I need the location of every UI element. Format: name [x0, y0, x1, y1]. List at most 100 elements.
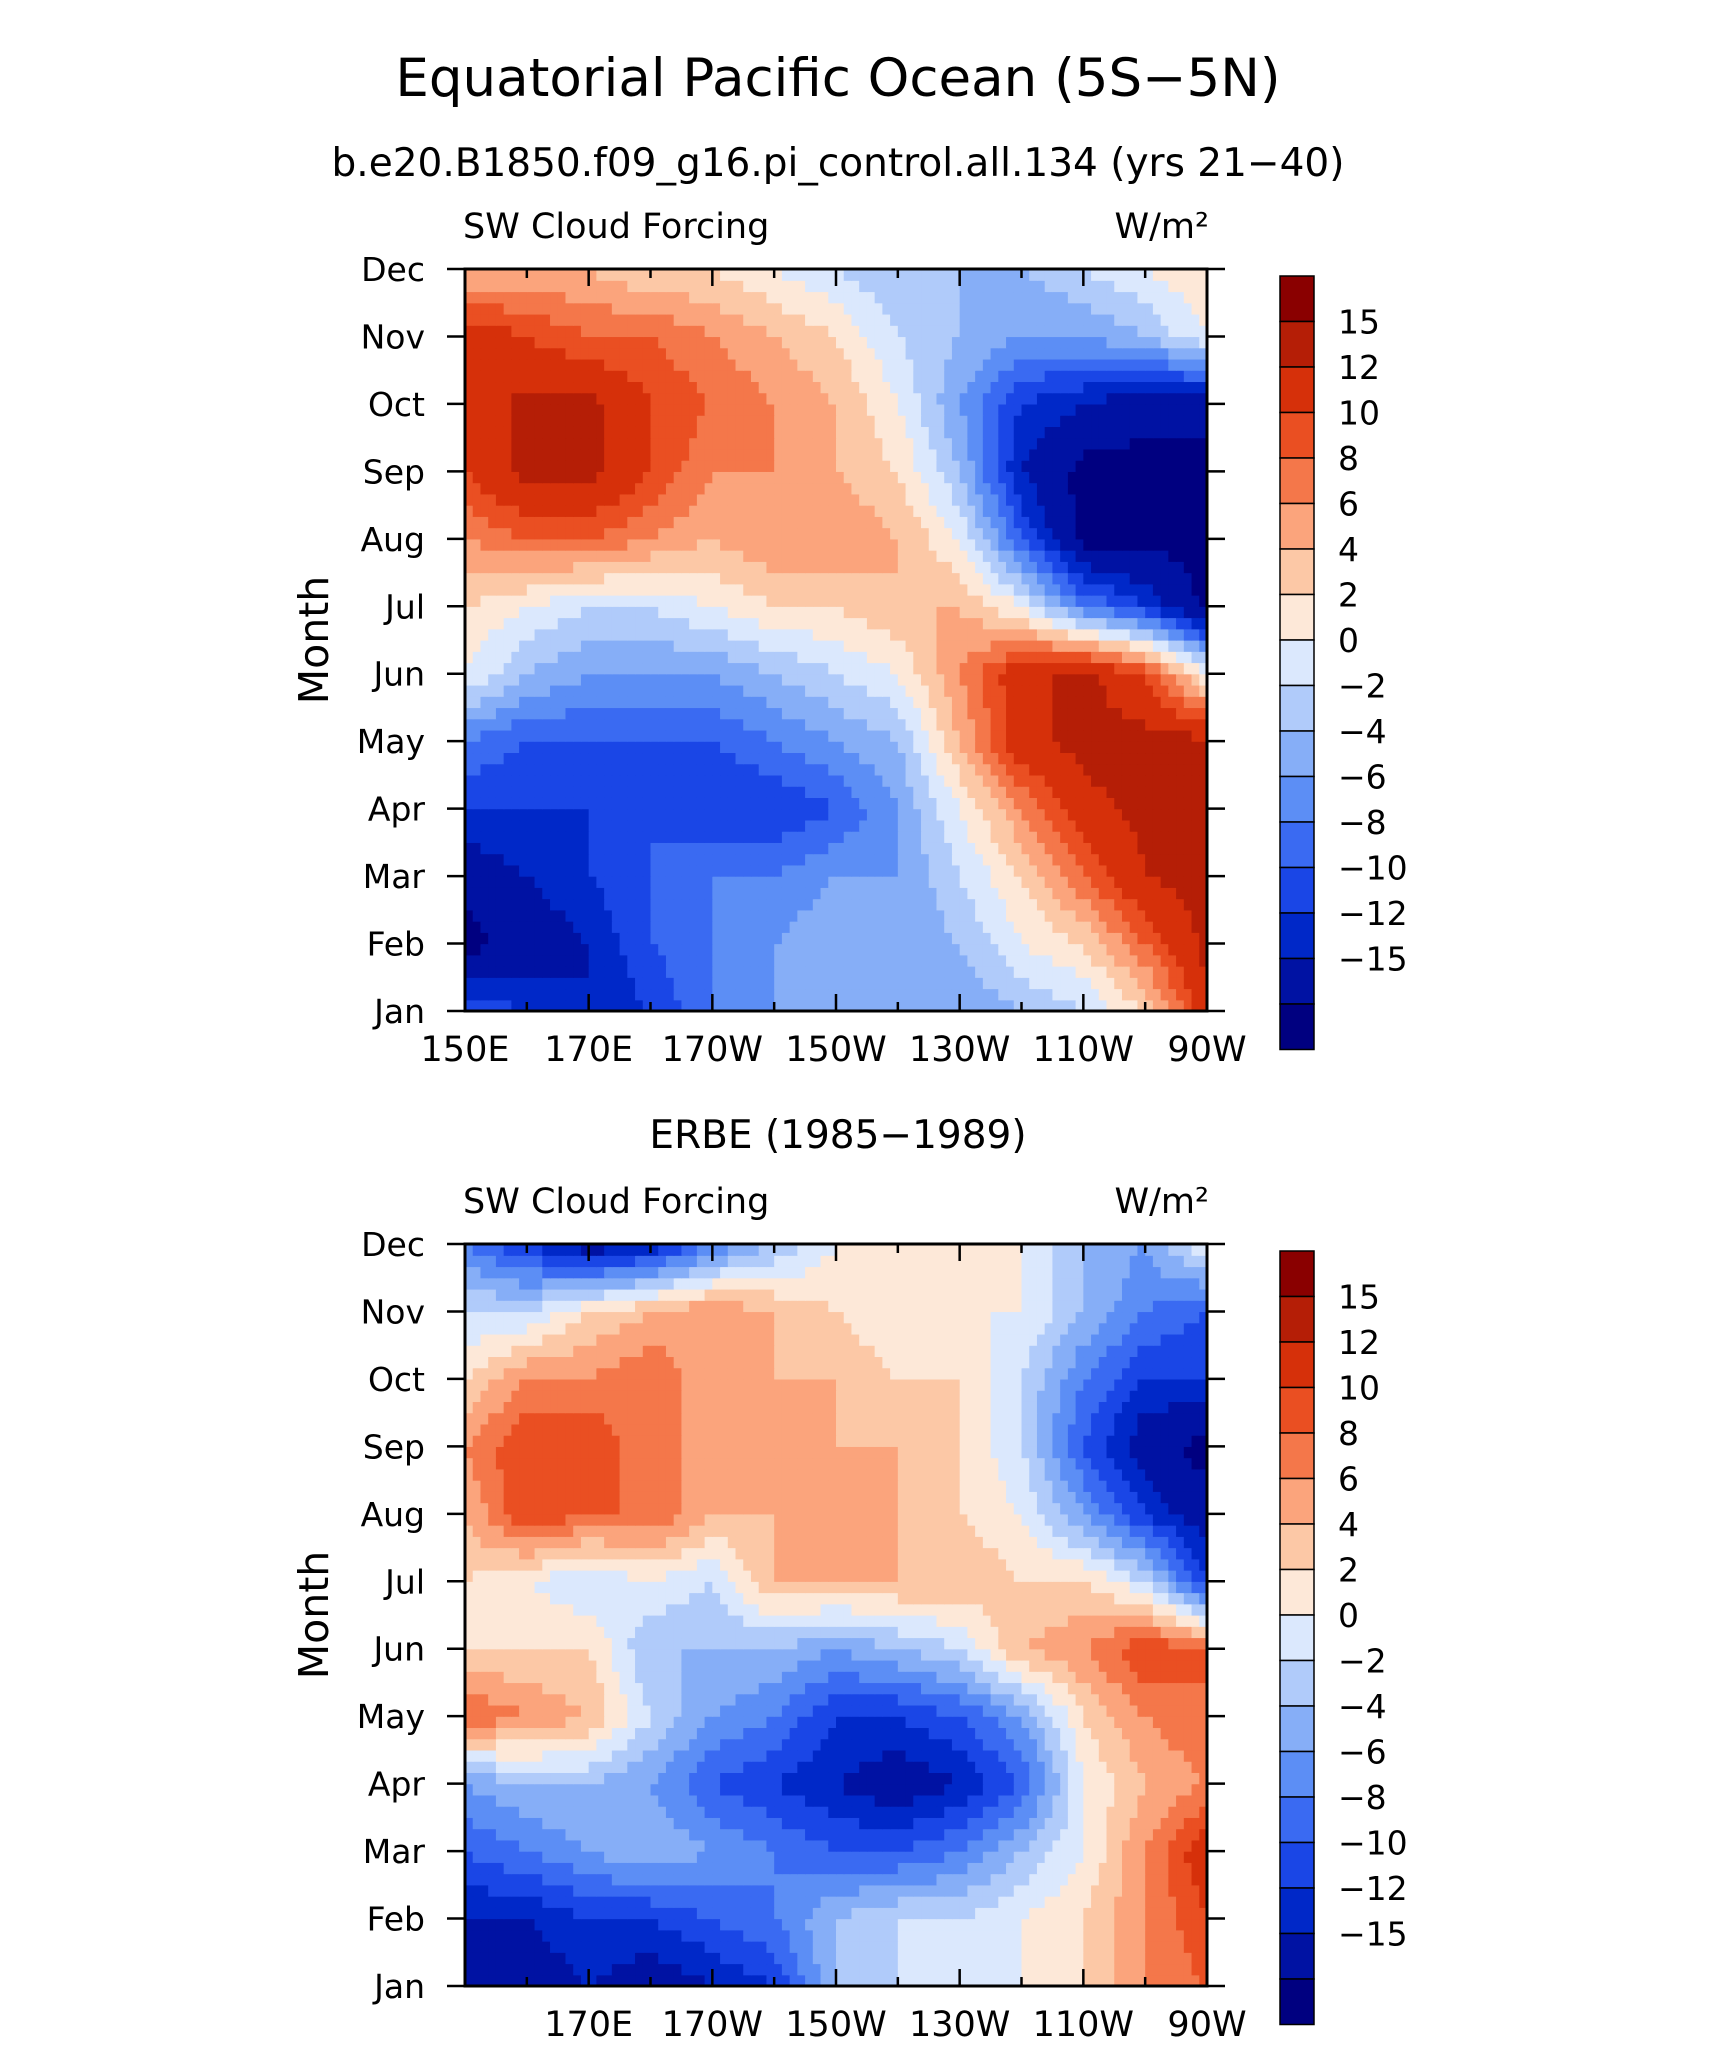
heatmap-cell [1044, 853, 1054, 866]
heatmap-cell [812, 988, 822, 1001]
heatmap-cell [1098, 819, 1108, 832]
heatmap-cell [673, 718, 683, 731]
heatmap-cell [642, 842, 652, 855]
heatmap-cell [1183, 819, 1193, 832]
heatmap-cell [673, 741, 683, 754]
heatmap-cell [465, 966, 474, 978]
heatmap-cell [998, 628, 1007, 641]
heatmap-cell [534, 921, 543, 933]
heatmap-cell [812, 898, 822, 911]
heatmap-cell [650, 943, 659, 956]
heatmap-cell [1067, 684, 1077, 697]
heatmap-cell [959, 909, 968, 922]
heatmap-cell [905, 932, 914, 945]
heatmap-cell [488, 640, 497, 652]
heatmap-cell [975, 921, 984, 933]
heatmap-cell [750, 538, 760, 551]
heatmap-cell [573, 988, 582, 1001]
heatmap-cell [951, 876, 961, 888]
heatmap-cell [843, 561, 853, 574]
heatmap-cell [1199, 606, 1207, 619]
heatmap-cell [1168, 561, 1177, 574]
heatmap-cell [1114, 493, 1123, 506]
heatmap-cell [519, 718, 528, 731]
heatmap-cell [550, 943, 559, 956]
heatmap-cell [967, 572, 976, 585]
heatmap-cell [1152, 606, 1162, 619]
heatmap-cell [1152, 516, 1162, 529]
heatmap-cell [727, 763, 737, 776]
heatmap-cell [465, 774, 474, 787]
heatmap-cell [998, 752, 1007, 765]
heatmap-cell [851, 628, 860, 641]
heatmap-cell [982, 943, 992, 956]
heatmap-cell [480, 842, 489, 855]
heatmap-cell [882, 921, 891, 933]
heatmap-cell [1075, 527, 1084, 540]
heatmap-cell [1137, 662, 1146, 675]
heatmap-cell [1013, 966, 1023, 978]
heatmap-cell [921, 460, 930, 472]
heatmap-cell [1013, 842, 1023, 855]
heatmap-cell [488, 617, 497, 630]
heatmap-cell [766, 684, 775, 697]
heatmap-cell [1191, 426, 1200, 439]
heatmap-cell [681, 437, 690, 450]
heatmap-cell [882, 887, 891, 900]
heatmap-cell [1114, 684, 1123, 697]
heatmap-cell [1075, 651, 1084, 664]
heatmap-cell [828, 550, 837, 562]
heatmap-cell [936, 774, 945, 787]
heatmap-cell [828, 583, 837, 596]
heatmap-cell [843, 684, 853, 697]
heatmap-cell [635, 471, 644, 484]
heatmap-cell [480, 583, 489, 596]
heatmap-cell [1036, 729, 1046, 742]
heatmap-cell [495, 797, 505, 810]
heatmap-cell [1044, 921, 1054, 933]
heatmap-cell [519, 561, 528, 574]
heatmap-cell [1052, 437, 1061, 450]
heatmap-cell [658, 876, 667, 888]
heatmap-cell [526, 819, 536, 832]
heatmap-cell [1199, 471, 1207, 484]
heatmap-cell [511, 628, 520, 641]
heatmap-cell [1129, 864, 1139, 877]
heatmap-cell [967, 538, 976, 551]
heatmap-cell [882, 471, 891, 484]
heatmap-cell [588, 887, 597, 900]
heatmap-cell [619, 628, 628, 641]
heatmap-cell [557, 583, 567, 596]
heatmap-cell [712, 876, 721, 888]
heatmap-cell [557, 651, 567, 664]
heatmap-cell [1145, 437, 1154, 450]
heatmap-cell [897, 527, 907, 540]
heatmap-cell [789, 763, 798, 776]
heatmap-cell [696, 864, 706, 877]
heatmap-cell [890, 943, 899, 956]
heatmap-cell [1168, 538, 1177, 551]
heatmap-cell [913, 684, 922, 697]
heatmap-cell [580, 606, 590, 619]
heatmap-cell [580, 718, 590, 731]
heatmap-cell [998, 640, 1007, 652]
heatmap-cell [1145, 572, 1154, 585]
heatmap-cell [503, 887, 512, 900]
heatmap-cell [774, 471, 783, 484]
heatmap-cell [766, 493, 775, 506]
heatmap-cell [619, 572, 628, 585]
heatmap-cell [990, 651, 999, 664]
heatmap-cell [1067, 426, 1077, 439]
heatmap-cell [1098, 628, 1108, 641]
heatmap-cell [951, 662, 961, 675]
heatmap-cell [1029, 448, 1038, 461]
heatmap-cell [542, 819, 551, 832]
heatmap-cell [681, 572, 690, 585]
heatmap-cell [1052, 561, 1061, 574]
heatmap-cell [913, 437, 922, 450]
heatmap-cell [712, 696, 721, 709]
heatmap-cell [928, 617, 938, 630]
heatmap-cell [635, 595, 644, 607]
heatmap-cell [766, 999, 775, 1011]
heatmap-cell [503, 662, 512, 675]
